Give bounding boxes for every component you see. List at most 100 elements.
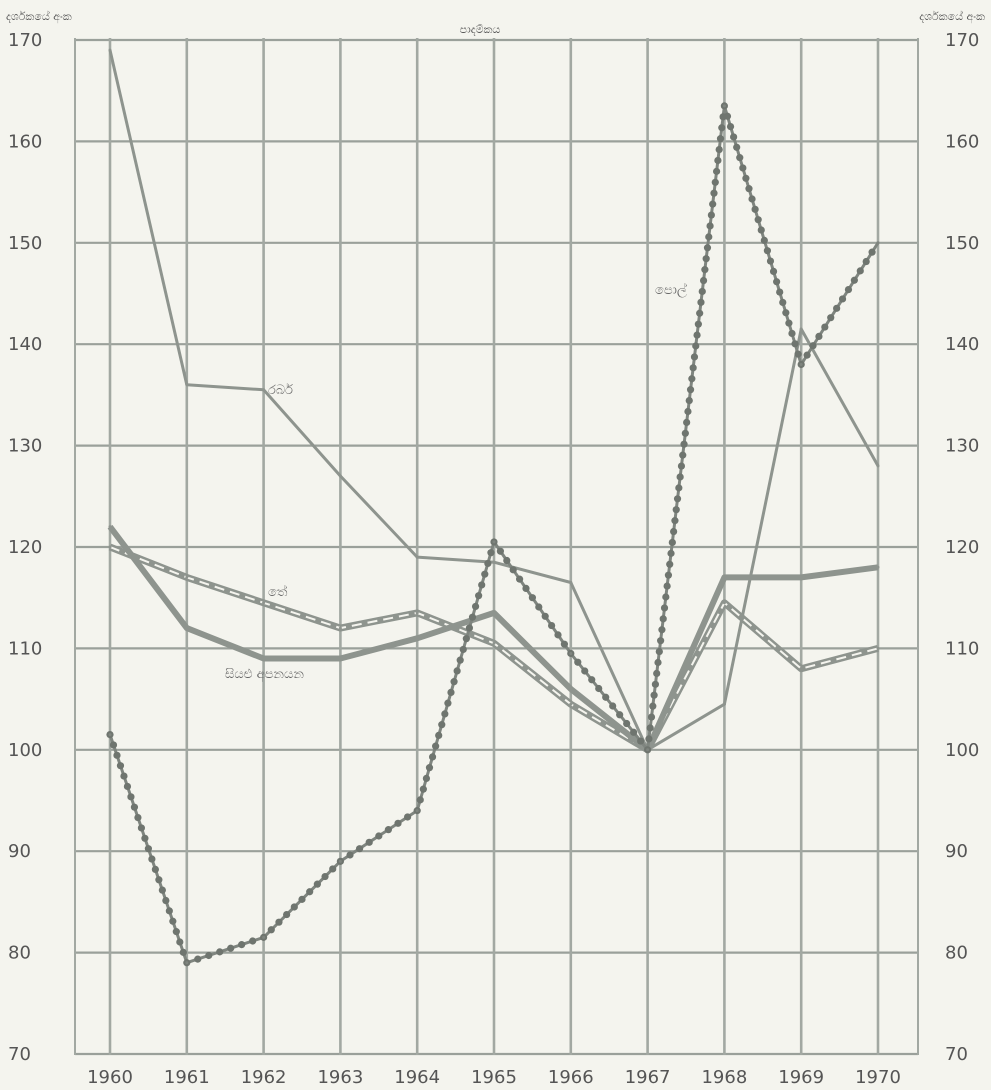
data-point-1-1968 — [722, 702, 726, 706]
coconut-bead — [535, 603, 543, 611]
data-point-4-1968 — [722, 104, 726, 108]
y-tick-left-140: 140 — [8, 334, 42, 355]
coconut-bead — [660, 604, 669, 612]
y-tick-right-80: 80 — [945, 943, 968, 964]
coconut-bead — [833, 304, 841, 312]
x-tick-1969: 1969 — [778, 1067, 824, 1088]
data-point-3-1970 — [876, 565, 880, 569]
coconut-bead — [503, 556, 511, 565]
coconut-bead — [141, 834, 149, 842]
y-tick-left-110: 110 — [8, 638, 42, 659]
data-point-3-1965 — [492, 611, 496, 615]
coconut-bead — [694, 320, 702, 328]
coconut-bead — [868, 248, 876, 256]
coconut-bead — [645, 735, 653, 743]
data-point-2-1966 — [569, 702, 573, 706]
x-tick-1970: 1970 — [855, 1067, 901, 1088]
coconut-bead — [662, 593, 670, 601]
coconut-bead — [441, 710, 449, 718]
data-point-3-1969 — [799, 575, 803, 579]
coconut-bead — [726, 122, 735, 131]
coconut-bead — [653, 669, 661, 678]
coconut-bead — [654, 658, 662, 667]
coconut-bead — [649, 702, 657, 710]
coconut-bead — [144, 845, 152, 853]
coconut-bead — [658, 626, 666, 634]
data-point-2-1960 — [108, 545, 112, 549]
coconut-bead — [739, 164, 747, 172]
y-tick-right-160: 160 — [945, 131, 979, 152]
coconut-bead — [742, 174, 750, 182]
y-tick-right-90: 90 — [945, 841, 968, 862]
coconut-bead — [116, 762, 125, 770]
y-tick-right-140: 140 — [945, 334, 979, 355]
coconut-bead — [689, 364, 697, 372]
coconut-bead — [668, 538, 676, 547]
data-point-4-1961 — [185, 961, 189, 965]
coconut-bead — [321, 872, 329, 881]
coconut-bead — [155, 876, 163, 884]
coconut-bead — [745, 185, 753, 193]
coconut-bead — [444, 699, 452, 707]
coconut-bead — [809, 342, 817, 350]
data-point-3-1962 — [262, 657, 266, 661]
coconut-bead — [127, 793, 135, 801]
coconut-bead — [249, 937, 257, 945]
coconut-bead — [306, 888, 314, 896]
coconut-bead — [120, 772, 128, 780]
coconut-bead — [462, 635, 470, 643]
coconut-bead — [148, 855, 156, 863]
y-tick-right-170: 170 — [945, 30, 979, 51]
coconut-bead — [637, 737, 645, 745]
x-tick-1965: 1965 — [471, 1067, 517, 1088]
coconut-bead — [465, 624, 474, 632]
coconut-bead — [283, 910, 291, 919]
coconut-bead — [169, 917, 177, 925]
coconut-bead — [672, 506, 680, 514]
coconut-bead — [453, 667, 461, 675]
coconut-bead — [650, 691, 658, 699]
data-point-2-1969 — [799, 667, 803, 671]
data-point-1-1960 — [108, 48, 112, 52]
coconut-bead — [194, 955, 202, 963]
coconut-bead — [677, 462, 686, 470]
coconut-bead — [733, 143, 741, 151]
coconut-bead — [706, 222, 714, 230]
coconut-bead — [782, 309, 790, 317]
y-tick-right-100: 100 — [945, 740, 979, 761]
coconut-bead — [785, 319, 793, 327]
coconut-bead — [165, 907, 173, 915]
coconut-bead — [109, 741, 118, 749]
coconut-bead — [123, 782, 132, 791]
data-point-2-1963 — [338, 626, 342, 630]
coconut-bead — [560, 640, 569, 648]
coconut-bead — [675, 484, 683, 492]
data-point-2-1964 — [415, 611, 419, 615]
coconut-bead — [763, 247, 772, 255]
coconut-bead — [718, 124, 726, 132]
coconut-bead — [522, 584, 530, 593]
coconut-bead — [346, 851, 354, 859]
coconut-bead — [827, 314, 835, 322]
coconut-bead — [471, 602, 480, 611]
coconut-bead — [659, 615, 667, 623]
coconut-bead — [683, 418, 691, 426]
coconut-bead — [428, 753, 437, 761]
data-point-4-1964 — [415, 809, 419, 813]
coconut-bead — [275, 918, 283, 926]
coconut-bead — [766, 257, 775, 265]
y-tick-right-120: 120 — [945, 537, 979, 558]
coconut-bead — [707, 211, 715, 219]
coconut-bead — [456, 656, 464, 664]
data-point-4-1963 — [338, 859, 342, 863]
coconut-bead — [712, 167, 721, 175]
coconut-bead — [419, 785, 427, 793]
coconut-bead — [692, 342, 700, 350]
coconut-bead — [703, 244, 712, 252]
data-point-2-1970 — [876, 646, 880, 650]
data-point-4-1967 — [646, 748, 650, 752]
coconut-bead — [862, 257, 870, 266]
coconut-bead — [716, 135, 725, 143]
data-point-2-1962 — [262, 601, 266, 605]
